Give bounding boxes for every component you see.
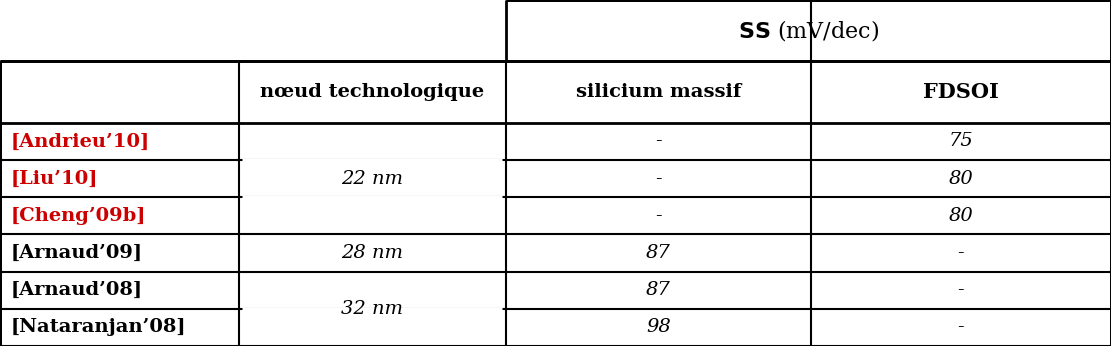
Text: [Nataranjan’08]: [Nataranjan’08]: [11, 318, 187, 336]
Text: -: -: [655, 133, 661, 151]
Text: 28 nm: 28 nm: [341, 244, 403, 262]
Text: -: -: [655, 170, 661, 188]
Text: [Liu’10]: [Liu’10]: [11, 170, 99, 188]
Text: -: -: [958, 281, 964, 299]
Text: 80: 80: [949, 207, 973, 225]
Text: 80: 80: [949, 170, 973, 188]
Text: silicium massif: silicium massif: [575, 83, 741, 101]
Text: [Cheng’09b]: [Cheng’09b]: [11, 207, 147, 225]
Text: 98: 98: [645, 318, 671, 336]
Text: $\mathbf{SS}$ (mV/dec): $\mathbf{SS}$ (mV/dec): [738, 18, 879, 43]
Text: 32 nm: 32 nm: [341, 300, 403, 318]
Text: -: -: [958, 244, 964, 262]
Text: -: -: [958, 318, 964, 336]
Text: 87: 87: [645, 281, 671, 299]
Text: -: -: [655, 207, 661, 225]
Text: nœud technologique: nœud technologique: [260, 83, 484, 101]
Text: [Andrieu’10]: [Andrieu’10]: [11, 133, 150, 151]
Text: 75: 75: [949, 133, 973, 151]
Text: [Arnaud’08]: [Arnaud’08]: [11, 281, 143, 299]
Text: FDSOI: FDSOI: [923, 82, 999, 102]
Text: [Arnaud’09]: [Arnaud’09]: [11, 244, 143, 262]
Text: 87: 87: [645, 244, 671, 262]
Text: 22 nm: 22 nm: [341, 170, 403, 188]
